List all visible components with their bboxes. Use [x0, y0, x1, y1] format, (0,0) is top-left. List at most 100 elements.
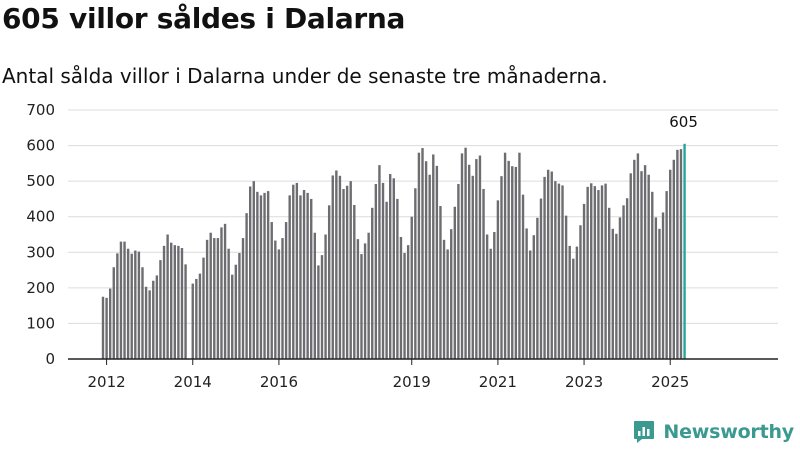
bar [274, 240, 277, 359]
bar [302, 190, 306, 359]
bar [579, 225, 582, 359]
bar [202, 257, 205, 359]
bar [568, 245, 571, 359]
newsworthy-logo[interactable]: Newsworthy [633, 420, 794, 444]
bar [119, 241, 123, 359]
bar [561, 185, 564, 359]
bar [306, 192, 309, 359]
highlight-value-label: 605 [669, 113, 698, 131]
bar [105, 297, 108, 359]
bar [421, 148, 424, 359]
bar [597, 190, 600, 359]
bar [327, 205, 331, 359]
y-tick-label: 100 [26, 314, 55, 332]
bar [539, 198, 543, 359]
bar [108, 288, 112, 359]
bar [177, 245, 180, 359]
bar [381, 182, 385, 359]
bar [299, 195, 302, 359]
bar [155, 275, 159, 359]
bar [360, 254, 363, 359]
bar [450, 229, 453, 359]
bar [191, 283, 194, 359]
bar [414, 188, 417, 359]
bar [367, 232, 370, 359]
bar [500, 176, 503, 359]
bar [116, 253, 119, 359]
bar [331, 175, 334, 359]
bar [665, 191, 668, 359]
bar [284, 222, 288, 359]
bar [288, 195, 291, 359]
bar [363, 243, 367, 359]
x-tick-label: 2016 [260, 373, 298, 391]
bar [134, 250, 137, 359]
bar [507, 160, 510, 359]
bar [320, 255, 324, 359]
bar [611, 228, 614, 359]
bar [396, 198, 399, 359]
bar [198, 273, 202, 359]
bar [410, 216, 413, 359]
bar [310, 198, 313, 359]
bar [144, 286, 148, 359]
bar [514, 166, 518, 359]
bar [295, 182, 299, 359]
bar [234, 264, 238, 359]
bar [629, 173, 632, 359]
bar [669, 169, 672, 359]
bar [432, 154, 435, 359]
bar [270, 222, 273, 359]
bar [356, 239, 360, 359]
bar [464, 147, 467, 359]
bar [636, 153, 640, 359]
bar [593, 186, 597, 359]
x-tick-label: 2021 [479, 373, 517, 391]
bar [536, 217, 539, 359]
bar [324, 234, 327, 359]
brand-name: Newsworthy [663, 421, 794, 443]
bar [604, 183, 607, 359]
bar [213, 238, 216, 359]
bar [137, 251, 141, 359]
bar [525, 228, 528, 359]
y-tick-label: 400 [26, 208, 55, 226]
bar [238, 253, 241, 359]
x-tick-label: 2012 [87, 373, 125, 391]
bar [622, 205, 625, 359]
bar [489, 248, 492, 359]
bar [661, 212, 665, 359]
bar [496, 200, 500, 359]
bar [654, 217, 658, 359]
x-tick-label: 2025 [651, 373, 689, 391]
bar [529, 250, 532, 359]
bar [130, 253, 133, 359]
bar [521, 194, 525, 359]
bar [471, 175, 474, 359]
bar [647, 174, 650, 359]
bar [672, 159, 676, 359]
bar [475, 159, 478, 359]
bar [424, 161, 428, 359]
bar [399, 236, 403, 359]
bar [532, 235, 535, 359]
bar [159, 260, 162, 359]
bar [259, 195, 263, 359]
bar [485, 234, 489, 359]
bar [554, 181, 557, 359]
bar [453, 206, 457, 359]
bar [417, 152, 421, 359]
bar [292, 184, 295, 359]
bar [435, 165, 439, 359]
bar [679, 149, 683, 359]
bar [600, 185, 604, 359]
bar [503, 152, 507, 359]
bar [546, 169, 550, 359]
bar [575, 246, 579, 359]
bar [241, 238, 245, 359]
bar [281, 238, 284, 359]
bar [227, 248, 230, 359]
bar [478, 155, 482, 359]
bar [123, 241, 126, 359]
bar [442, 239, 446, 359]
